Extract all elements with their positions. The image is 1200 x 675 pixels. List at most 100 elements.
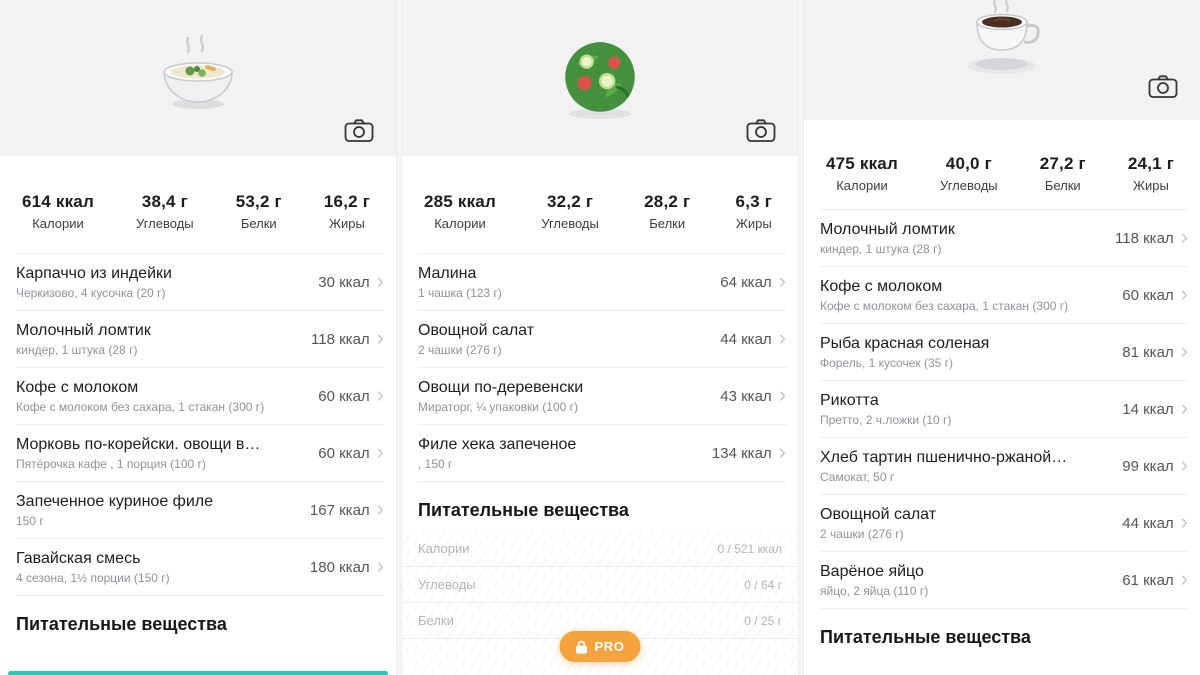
food-right: 44 ккал › bbox=[1122, 510, 1188, 532]
food-name: Молочный ломтик bbox=[16, 322, 151, 339]
nutrient-value: 0 / 64 г bbox=[744, 577, 782, 592]
food-list-item[interactable]: Овощной салат 2 чашки (276 г) 44 ккал › bbox=[418, 311, 786, 368]
food-list-item[interactable]: Запеченное куриное филе 150 г 167 ккал › bbox=[16, 482, 384, 539]
food-right: 60 ккал › bbox=[1122, 282, 1188, 304]
food-info: Варёное яйцо яйцо, 2 яйца (110 г) bbox=[820, 562, 928, 599]
food-list-item[interactable]: Кофе с молоком Кофе с молоком без сахара… bbox=[820, 267, 1188, 324]
food-calories: 30 ккал bbox=[318, 274, 370, 291]
nutrients-heading: Питательные вещества bbox=[820, 627, 1031, 647]
food-name: Запеченное куриное филе bbox=[16, 493, 213, 510]
food-calories: 64 ккал bbox=[720, 274, 772, 291]
calories-progress-bar bbox=[8, 671, 388, 675]
food-calories: 14 ккал bbox=[1122, 401, 1174, 418]
food-info: Рыба красная соленая Форель, 1 кусочек (… bbox=[820, 334, 989, 371]
macro-value: 6,3 г bbox=[735, 192, 772, 211]
food-detail: Форель, 1 кусочек (35 г) bbox=[820, 356, 954, 370]
food-detail: киндер, 1 штука (28 г) bbox=[820, 242, 942, 256]
pro-upgrade-button[interactable]: PRO bbox=[559, 631, 641, 662]
food-right: 60 ккал › bbox=[318, 440, 384, 462]
food-name: Овощной салат bbox=[418, 322, 535, 339]
food-list-item[interactable]: Варёное яйцо яйцо, 2 яйца (110 г) 61 кка… bbox=[820, 552, 1188, 609]
food-name: Кофе с молоком bbox=[820, 278, 943, 295]
food-list-item[interactable]: Хлеб тартин пшенично-ржаной… Самокат, 50… bbox=[820, 438, 1188, 495]
macro-summary-item: 614 ккал Калории bbox=[22, 192, 94, 231]
food-calories: 180 ккал bbox=[309, 559, 370, 576]
nutrients-heading: Питательные вещества bbox=[418, 500, 629, 520]
nutrient-value: 0 / 521 ккал bbox=[717, 541, 782, 556]
camera-icon bbox=[1148, 74, 1178, 98]
macro-value: 24,1 г bbox=[1127, 154, 1174, 173]
chevron-right-icon: › bbox=[778, 438, 786, 464]
food-calories: 99 ккал bbox=[1122, 458, 1174, 475]
macro-label: Калории bbox=[434, 216, 486, 231]
food-name: Молочный ломтик bbox=[820, 221, 955, 238]
macro-summary-item: 40,0 г Углеводы bbox=[940, 154, 998, 193]
food-right: 30 ккал › bbox=[318, 269, 384, 291]
food-list-item[interactable]: Карпаччо из индейки Черкизово, 4 кусочка… bbox=[16, 254, 384, 311]
food-info: Овощной салат 2 чашки (276 г) bbox=[820, 505, 936, 542]
food-list-item[interactable]: Морковь по-корейски. овощи в… Пятёрочка … bbox=[16, 425, 384, 482]
nutrition-summary: 475 ккал Калории 40,0 г Углеводы 27,2 г … bbox=[804, 120, 1200, 209]
food-name: Карпаччо из индейки bbox=[16, 265, 172, 282]
macro-label: Белки bbox=[1044, 178, 1081, 193]
camera-icon bbox=[344, 118, 374, 142]
macro-label: Жиры bbox=[1133, 178, 1169, 193]
food-list-item[interactable]: Филе хека запеченое , 150 г 134 ккал › bbox=[418, 425, 786, 482]
chevron-right-icon: › bbox=[376, 324, 384, 350]
macro-label: Углеводы bbox=[940, 178, 998, 193]
macro-label: Калории bbox=[32, 216, 84, 231]
food-list-item[interactable]: Рыба красная соленая Форель, 1 кусочек (… bbox=[820, 324, 1188, 381]
food-list-item[interactable]: Гавайская смесь 4 сезона, 1½ порции (150… bbox=[16, 539, 384, 596]
food-list-item[interactable]: Молочный ломтик киндер, 1 штука (28 г) 1… bbox=[820, 210, 1188, 267]
food-info: Молочный ломтик киндер, 1 штука (28 г) bbox=[820, 220, 955, 257]
macro-summary-item: 16,2 г Жиры bbox=[324, 192, 370, 231]
camera-button[interactable] bbox=[1146, 72, 1180, 100]
nutrition-summary: 614 ккал Калории 38,4 г Углеводы 53,2 г … bbox=[0, 156, 396, 253]
food-name: Хлеб тартин пшенично-ржаной… bbox=[820, 449, 1068, 466]
food-list-item[interactable]: Молочный ломтик киндер, 1 штука (28 г) 1… bbox=[16, 311, 384, 368]
food-list-item[interactable]: Кофе с молоком Кофе с молоком без сахара… bbox=[16, 368, 384, 425]
macro-value: 614 ккал bbox=[22, 192, 94, 211]
food-info: Карпаччо из индейки Черкизово, 4 кусочка… bbox=[16, 264, 172, 301]
food-detail: , 150 г bbox=[418, 457, 453, 471]
nutrient-label: Углеводы bbox=[418, 577, 476, 592]
meal-panel-3: 475 ккал Калории 40,0 г Углеводы 27,2 г … bbox=[804, 0, 1200, 675]
macro-summary-item: 38,4 г Углеводы bbox=[136, 192, 194, 231]
food-info: Рикотта Претто, 2 ч.ложки (10 г) bbox=[820, 391, 951, 428]
food-list-item[interactable]: Рикотта Претто, 2 ч.ложки (10 г) 14 ккал… bbox=[820, 381, 1188, 438]
nutrient-progress-row: Калории 0 / 521 ккал bbox=[402, 531, 798, 567]
nutrient-rows: Калории 0 / 521 ккал Углеводы 0 / 64 г Б… bbox=[402, 531, 798, 639]
camera-button[interactable] bbox=[342, 116, 376, 144]
food-detail: 2 чашки (276 г) bbox=[418, 343, 502, 357]
macro-label: Белки bbox=[649, 216, 686, 231]
nutrient-label: Калории bbox=[418, 541, 470, 556]
macro-summary-item: 32,2 г Углеводы bbox=[541, 192, 599, 231]
food-list-item[interactable]: Овощи по-деревенски Мираторг, ¼ упаковки… bbox=[418, 368, 786, 425]
chevron-right-icon: › bbox=[1180, 394, 1188, 420]
nutrient-label: Белки bbox=[418, 613, 454, 628]
food-calories: 81 ккал bbox=[1122, 344, 1174, 361]
food-name: Гавайская смесь bbox=[16, 550, 141, 567]
food-calories: 44 ккал bbox=[1122, 515, 1174, 532]
food-right: 99 ккал › bbox=[1122, 451, 1188, 477]
macro-label: Белки bbox=[240, 216, 277, 231]
food-info: Молочный ломтик киндер, 1 штука (28 г) bbox=[16, 321, 151, 358]
food-calories: 43 ккал bbox=[720, 388, 772, 405]
chevron-right-icon: › bbox=[1180, 451, 1188, 477]
nutrient-value: 0 / 25 г bbox=[744, 613, 782, 628]
food-name: Овощи по-деревенски bbox=[418, 379, 584, 396]
food-right: 118 ккал › bbox=[1115, 225, 1188, 247]
pro-label: PRO bbox=[594, 639, 625, 654]
lock-icon bbox=[576, 640, 588, 654]
food-right: 14 ккал › bbox=[1122, 394, 1188, 420]
camera-button[interactable] bbox=[744, 116, 778, 144]
macro-summary-item: 24,1 г Жиры bbox=[1128, 154, 1174, 193]
macro-value: 53,2 г bbox=[235, 192, 282, 211]
nutrients-locked-section: Калории 0 / 521 ккал Углеводы 0 / 64 г Б… bbox=[402, 531, 798, 675]
food-list-item[interactable]: Овощной салат 2 чашки (276 г) 44 ккал › bbox=[820, 495, 1188, 552]
food-calories: 118 ккал bbox=[311, 331, 370, 348]
food-calories: 61 ккал bbox=[1122, 572, 1174, 589]
food-list-item[interactable]: Малина 1 чашка (123 г) 64 ккал › bbox=[418, 254, 786, 311]
food-name: Рыба красная соленая bbox=[820, 335, 990, 352]
